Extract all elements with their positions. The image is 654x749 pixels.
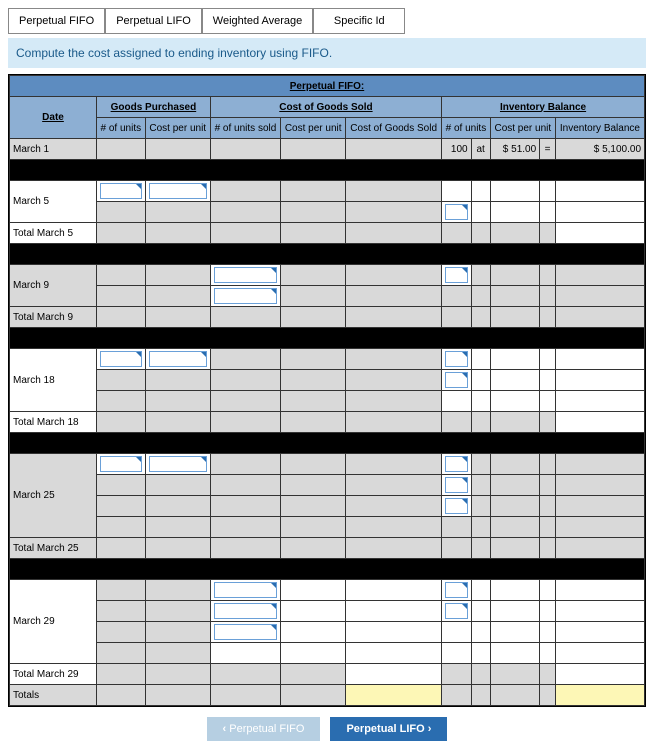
col-cogs-units: # of units sold: [210, 118, 280, 139]
chevron-left-icon: ‹: [223, 723, 227, 735]
row-label-tmarch29: Total March 29: [10, 664, 97, 685]
table-row: Total March 5: [10, 223, 645, 244]
table-row: [10, 286, 645, 307]
instruction-text: Compute the cost assigned to ending inve…: [8, 38, 646, 68]
march1-balance: $ 5,100.00: [555, 139, 644, 160]
col-date: Date: [10, 97, 97, 139]
input-cell[interactable]: [100, 456, 142, 472]
col-gp-units: # of units: [97, 118, 146, 139]
row-label-march9: March 9: [10, 265, 97, 307]
next-button[interactable]: Perpetual LIFO ›: [330, 717, 447, 741]
input-cell[interactable]: [100, 183, 142, 199]
tab-perpetual-fifo[interactable]: Perpetual FIFO: [8, 8, 105, 34]
table-row: March 25: [10, 454, 645, 475]
table-row: Total March 18: [10, 412, 645, 433]
prev-button[interactable]: ‹ Perpetual FIFO: [207, 717, 321, 741]
input-cell[interactable]: [445, 267, 468, 283]
input-cell[interactable]: [149, 456, 207, 472]
table-row: [10, 601, 645, 622]
col-group-cogs: Cost of Goods Sold: [210, 97, 441, 118]
footer-nav: ‹ Perpetual FIFO Perpetual LIFO ›: [8, 717, 646, 741]
input-cell[interactable]: [214, 624, 277, 640]
input-cell[interactable]: [445, 477, 468, 493]
table-row: March 5: [10, 181, 645, 202]
march1-units: 100: [442, 139, 472, 160]
row-label-tmarch18: Total March 18: [10, 412, 97, 433]
next-label: Perpetual LIFO: [346, 723, 424, 735]
row-label-tmarch25: Total March 25: [10, 538, 97, 559]
col-group-goods: Goods Purchased: [97, 97, 211, 118]
col-gp-cost: Cost per unit: [145, 118, 210, 139]
table-row: [10, 370, 645, 391]
tab-specific-id[interactable]: Specific Id: [313, 8, 405, 34]
table-row: Totals: [10, 685, 645, 706]
input-cell[interactable]: [149, 183, 207, 199]
totals-cogs: [346, 685, 442, 706]
march1-cost: $ 51.00: [490, 139, 539, 160]
input-cell[interactable]: [214, 582, 277, 598]
row-label-march29: March 29: [10, 580, 97, 664]
row-label-march1: March 1: [10, 139, 97, 160]
row-label-march18: March 18: [10, 349, 97, 412]
table-row: [10, 622, 645, 643]
input-cell[interactable]: [445, 456, 468, 472]
col-inv-balance: Inventory Balance: [555, 118, 644, 139]
table-row: March 29: [10, 580, 645, 601]
row-label-march25: March 25: [10, 454, 97, 538]
col-cogs-cost: Cost per unit: [281, 118, 346, 139]
row-label-tmarch9: Total March 9: [10, 307, 97, 328]
table-row: [10, 391, 645, 412]
table-row: [10, 202, 645, 223]
col-inv-units: # of units: [442, 118, 491, 139]
table-row: [10, 517, 645, 538]
table-row: [10, 643, 645, 664]
input-cell[interactable]: [214, 288, 277, 304]
chevron-right-icon: ›: [428, 723, 432, 735]
input-cell[interactable]: [445, 582, 468, 598]
fifo-table: Perpetual FIFO: Date Goods Purchased Cos…: [8, 74, 646, 707]
table-row: [10, 496, 645, 517]
table-row: March 9: [10, 265, 645, 286]
col-group-inventory: Inventory Balance: [442, 97, 645, 118]
row-label-totals: Totals: [10, 685, 97, 706]
march1-at: at: [471, 139, 490, 160]
tab-perpetual-lifo[interactable]: Perpetual LIFO: [105, 8, 202, 34]
table-row: Total March 25: [10, 538, 645, 559]
input-cell[interactable]: [214, 267, 277, 283]
method-tabs: Perpetual FIFO Perpetual LIFO Weighted A…: [8, 8, 646, 34]
input-cell[interactable]: [100, 351, 142, 367]
prev-label: Perpetual FIFO: [229, 723, 304, 735]
table-row: Total March 9: [10, 307, 645, 328]
table-row: Total March 29: [10, 664, 645, 685]
input-cell[interactable]: [445, 204, 468, 220]
row-label-march5: March 5: [10, 181, 97, 223]
input-cell[interactable]: [214, 603, 277, 619]
input-cell[interactable]: [445, 372, 468, 388]
table-title: Perpetual FIFO:: [10, 76, 645, 97]
input-cell[interactable]: [149, 351, 207, 367]
row-label-tmarch5: Total March 5: [10, 223, 97, 244]
table-row: March 1 100 at $ 51.00 = $ 5,100.00: [10, 139, 645, 160]
input-cell[interactable]: [445, 603, 468, 619]
march1-eq: =: [540, 139, 556, 160]
tab-weighted-average[interactable]: Weighted Average: [202, 8, 314, 34]
input-cell[interactable]: [445, 351, 468, 367]
col-inv-cost: Cost per unit: [490, 118, 555, 139]
input-cell[interactable]: [445, 498, 468, 514]
col-cogs-total: Cost of Goods Sold: [346, 118, 442, 139]
totals-balance: [555, 685, 644, 706]
table-row: March 18: [10, 349, 645, 370]
table-row: [10, 475, 645, 496]
